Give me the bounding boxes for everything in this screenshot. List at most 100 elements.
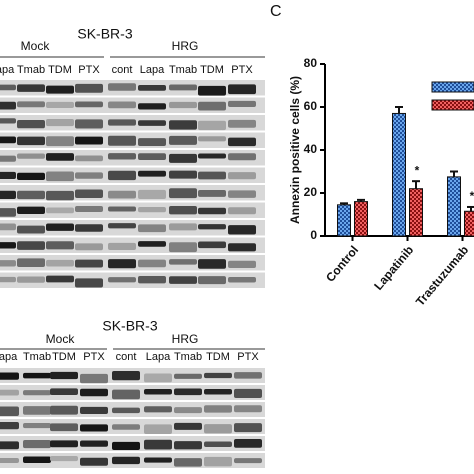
blot-band bbox=[23, 406, 51, 415]
blot-band bbox=[0, 260, 16, 267]
blot-band bbox=[174, 388, 202, 396]
blot-band bbox=[228, 84, 256, 95]
group-label: HRG bbox=[172, 332, 199, 346]
blot-band bbox=[108, 135, 136, 146]
blot-band bbox=[228, 276, 256, 283]
blot-band bbox=[0, 208, 16, 217]
blot-band bbox=[75, 155, 103, 162]
blot-band bbox=[17, 153, 45, 159]
blot-band bbox=[112, 389, 140, 400]
blot-band bbox=[17, 241, 45, 250]
blot-band bbox=[234, 388, 262, 399]
blot-band bbox=[46, 153, 74, 161]
blot-band bbox=[80, 388, 108, 397]
blot-band bbox=[198, 241, 226, 249]
blot-band bbox=[198, 101, 226, 111]
blot-band bbox=[169, 242, 197, 253]
blot-band bbox=[198, 136, 226, 142]
blot-band bbox=[234, 372, 262, 379]
blot-band bbox=[23, 456, 51, 464]
lane-label: Lapa bbox=[140, 64, 165, 76]
blot-band bbox=[204, 456, 232, 467]
blot-band bbox=[0, 155, 16, 162]
blot-band bbox=[169, 153, 197, 163]
bar bbox=[392, 112, 406, 237]
blot-band bbox=[138, 153, 166, 160]
blot-band bbox=[228, 172, 256, 180]
blot-band bbox=[144, 373, 172, 383]
blot-band bbox=[50, 405, 78, 415]
blot-band bbox=[50, 440, 78, 448]
x-tick-label: Control bbox=[323, 243, 361, 285]
y-tick-label: 20 bbox=[304, 185, 318, 199]
blot-band bbox=[75, 189, 103, 199]
group-label: Mock bbox=[21, 39, 51, 53]
blot-band bbox=[144, 457, 172, 463]
blot-band bbox=[80, 424, 108, 432]
blot-band bbox=[23, 372, 51, 379]
group-label: Mock bbox=[46, 332, 76, 346]
blot-band bbox=[169, 170, 197, 179]
blot-band bbox=[75, 259, 103, 268]
blot-band bbox=[138, 224, 166, 233]
blot-band bbox=[75, 119, 103, 129]
blot-band bbox=[228, 260, 256, 269]
blot-band bbox=[75, 101, 103, 108]
blot-band bbox=[0, 276, 16, 283]
blot-band bbox=[50, 371, 78, 380]
blot-band bbox=[138, 120, 166, 126]
blot-band bbox=[234, 458, 262, 464]
lane-label: Lapa bbox=[0, 351, 18, 363]
panel-label: C bbox=[270, 3, 282, 20]
lane-label: PTX bbox=[83, 351, 105, 363]
blot-band bbox=[198, 276, 226, 285]
bar bbox=[354, 201, 368, 237]
blot-band bbox=[112, 371, 140, 381]
blot-band bbox=[17, 206, 45, 214]
blot-band bbox=[108, 170, 136, 181]
blot-band bbox=[75, 224, 103, 232]
lane-label: Tmab bbox=[169, 64, 197, 76]
blot-band bbox=[174, 407, 202, 414]
blot-band bbox=[46, 241, 74, 250]
blot-band bbox=[169, 259, 197, 265]
y-axis-label: Annexin positive cells (%) bbox=[288, 76, 302, 224]
blot-band bbox=[169, 223, 197, 231]
lane-label: PTX bbox=[237, 351, 259, 363]
blot-band bbox=[108, 259, 136, 269]
lane-label: Tmab bbox=[174, 351, 202, 363]
blot-band bbox=[17, 190, 45, 200]
cell-line: SK-BR-3 bbox=[77, 26, 132, 42]
blot-band bbox=[138, 103, 166, 110]
y-tick-label: 0 bbox=[310, 228, 317, 242]
blot-band bbox=[17, 84, 45, 92]
blot-band bbox=[46, 118, 74, 127]
blot-band bbox=[0, 457, 19, 464]
blot-band bbox=[0, 118, 16, 124]
blot-band bbox=[228, 207, 256, 215]
lane-label: TDM bbox=[206, 351, 230, 363]
lane-label: cont bbox=[116, 351, 137, 363]
blot-band bbox=[198, 85, 226, 96]
blot-band bbox=[138, 207, 166, 213]
blot-band bbox=[46, 101, 74, 108]
blot-band bbox=[169, 120, 197, 130]
blot-band bbox=[0, 171, 16, 180]
blot-band bbox=[17, 258, 45, 267]
blot-band bbox=[23, 440, 51, 449]
blot-band bbox=[17, 172, 45, 181]
blot-band bbox=[0, 389, 19, 396]
blot-band bbox=[75, 206, 103, 213]
blot-band bbox=[23, 422, 51, 429]
blot-band bbox=[228, 243, 256, 252]
blot-band bbox=[198, 189, 226, 197]
legend-swatch bbox=[431, 99, 474, 111]
blot-band bbox=[0, 372, 19, 380]
blot-band bbox=[144, 439, 172, 450]
blot-band bbox=[50, 423, 78, 432]
blot-band bbox=[75, 136, 103, 145]
blot-band bbox=[75, 83, 103, 93]
blot-band bbox=[169, 84, 197, 91]
blot-band bbox=[169, 135, 197, 145]
